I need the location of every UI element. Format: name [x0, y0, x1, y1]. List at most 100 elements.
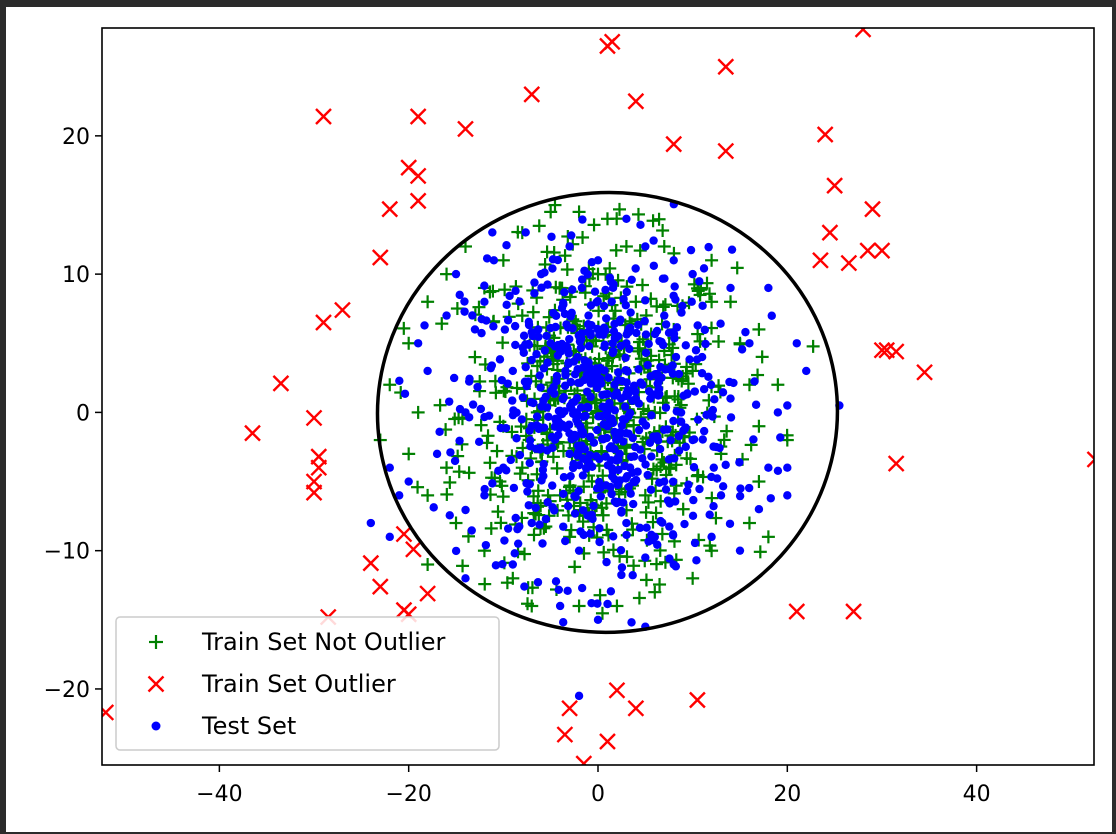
train-not-outlier-point	[572, 599, 586, 613]
test-set-point	[649, 261, 659, 270]
train-outlier-point	[405, 540, 422, 558]
train-outlier-point	[315, 314, 332, 331]
test-set-point	[627, 618, 636, 627]
test-set-point	[642, 523, 651, 532]
train-not-outlier-point	[440, 487, 454, 501]
test-set-point	[597, 434, 607, 444]
train-not-outlier-point	[592, 352, 606, 366]
test-set-point	[636, 445, 645, 454]
test-set-point	[622, 214, 631, 224]
test-set-point	[633, 320, 643, 330]
test-set-point	[680, 424, 689, 434]
test-set-point	[474, 437, 484, 447]
test-set-point	[751, 400, 761, 409]
train-not-outlier-point	[717, 433, 731, 447]
test-set-point	[573, 448, 583, 457]
test-set-point	[553, 351, 563, 360]
test-set-point	[764, 283, 773, 293]
train-not-outlier-point	[596, 508, 610, 522]
test-set-point	[707, 532, 716, 542]
test-set-point	[578, 454, 588, 463]
test-set-point	[627, 275, 636, 285]
train-not-outlier-point	[564, 523, 578, 537]
train-not-outlier-point	[702, 287, 716, 301]
train-not-outlier-point	[627, 559, 641, 573]
test-set-point	[564, 420, 574, 429]
test-set-point	[576, 343, 586, 353]
train-not-outlier-point	[558, 249, 572, 263]
test-set-point	[489, 322, 498, 331]
test-set-point	[488, 479, 497, 488]
test-set-point	[665, 522, 674, 531]
train-not-outlier-point	[411, 405, 425, 419]
test-set-point	[432, 449, 442, 459]
train-not-outlier-point	[742, 516, 756, 530]
train-not-outlier-point	[550, 461, 564, 475]
test-set-point	[561, 366, 570, 376]
test-set-point	[700, 325, 710, 335]
test-set-point	[589, 501, 598, 511]
test-set-point	[512, 434, 521, 443]
train-not-outlier-point	[548, 198, 562, 212]
test-set-point	[571, 433, 580, 442]
train-not-outlier-point	[532, 508, 546, 522]
test-set-point	[708, 405, 718, 415]
legend-box	[115, 616, 500, 751]
test-set-point	[515, 450, 525, 460]
test-set-point	[609, 280, 618, 289]
test-set-point	[625, 344, 634, 354]
test-set-point	[776, 433, 785, 442]
test-set-point	[616, 341, 626, 351]
test-set-point	[605, 443, 615, 453]
test-set-point	[525, 426, 534, 435]
y-tick-label: −10	[44, 540, 90, 565]
train-outlier-point	[627, 92, 645, 110]
test-set-point	[687, 297, 696, 306]
test-set-point	[647, 452, 656, 461]
test-set-point	[610, 319, 619, 329]
test-set-point	[623, 385, 632, 395]
test-set-point	[685, 355, 694, 364]
test-set-point	[624, 327, 634, 337]
test-set-point	[745, 339, 754, 348]
test-set-point	[628, 571, 637, 580]
test-set-point	[577, 441, 586, 450]
test-set-point	[578, 428, 588, 437]
train-outlier-point	[788, 603, 806, 620]
test-set-point	[587, 257, 597, 267]
test-set-point	[578, 506, 588, 515]
train-not-outlier-point	[632, 591, 646, 605]
train-not-outlier-point	[421, 295, 435, 309]
train-outlier-point	[665, 135, 683, 153]
train-outlier-point	[575, 755, 593, 765]
test-set-point	[602, 557, 611, 567]
test-set-point	[535, 371, 544, 380]
test-set-point	[560, 309, 570, 319]
train-not-outlier-point	[655, 527, 669, 541]
test-set-point	[616, 546, 626, 555]
test-set-point	[558, 394, 567, 404]
train-not-outlier-point	[572, 205, 586, 219]
test-set-point	[671, 562, 681, 571]
train-not-outlier-point	[648, 585, 662, 599]
figure-canvas: −40 −20 0 20 40 −20 −10 0 10 20 Train Set Not Out…	[6, 7, 1112, 832]
test-set-point	[604, 373, 613, 382]
test-set-point	[735, 458, 744, 467]
test-set-point	[644, 537, 653, 546]
test-set-point	[551, 311, 561, 320]
test-set-point	[661, 485, 671, 494]
train-not-outlier-point	[652, 212, 666, 226]
test-set-point	[695, 484, 704, 494]
test-set-point	[585, 458, 594, 467]
test-set-point	[566, 401, 575, 411]
test-set-point	[631, 475, 641, 485]
train-not-outlier-point	[411, 480, 425, 494]
test-set-point	[654, 377, 663, 386]
test-set-point	[538, 465, 548, 475]
test-set-point	[631, 264, 640, 273]
test-set-point	[583, 320, 593, 329]
y-tick-label: 20	[62, 125, 90, 150]
train-not-outlier-point	[440, 461, 454, 475]
test-set-point	[622, 287, 631, 297]
